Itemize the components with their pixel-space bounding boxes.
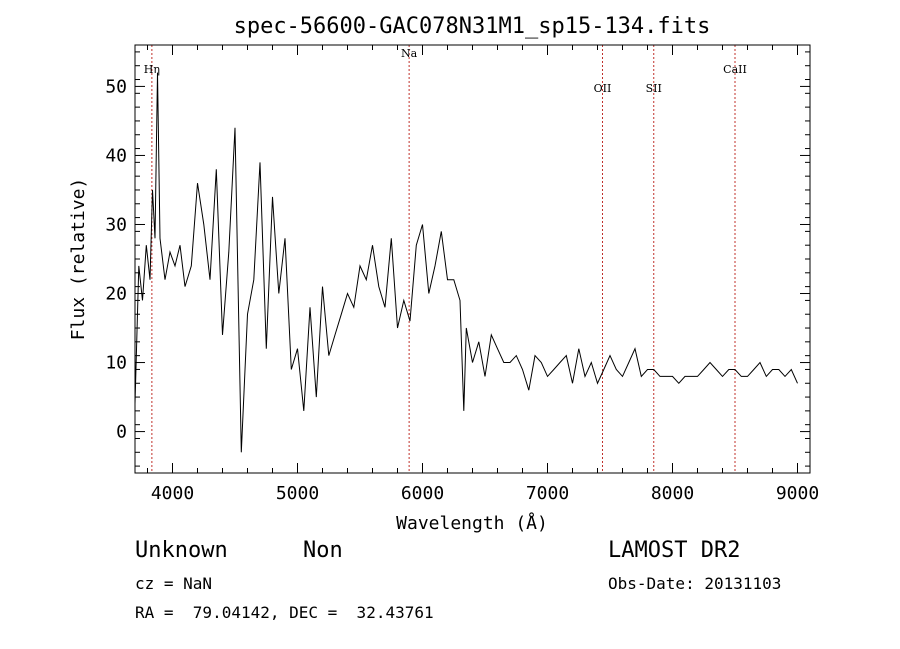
line-label-na: Na [401,47,418,60]
x-tick-label-5: 9000 [776,483,819,504]
spectral-line-markers: Hη Na OII SII CaII [144,45,747,473]
x-axis-label: Wavelength (Å) [396,512,548,534]
y-axis-label: Flux (relative) [68,178,89,341]
class-name: Unknown [135,538,228,563]
x-tick-label-0: 4000 [151,483,194,504]
subclass: Non [303,538,343,563]
y-tick-label-1: 10 [105,353,127,374]
x-tick-label-3: 7000 [526,483,569,504]
redshift-cz: cz = NaN [135,574,213,593]
spectrum-series [134,72,798,453]
y-tick-label-3: 30 [105,214,127,235]
obs-date: Obs-Date: 20131103 [608,574,782,593]
survey-label: LAMOST DR2 [608,538,741,563]
x-tick-label-2: 6000 [401,483,444,504]
x-tick-label-1: 5000 [276,483,319,504]
y-tick-label-0: 0 [116,422,127,443]
y-tick-label-5: 50 [105,76,127,97]
line-label-sii: SII [646,82,662,95]
coordinates: RA = 79.04142, DEC = 32.43761 [135,603,434,622]
line-label-h: Hη [144,63,160,76]
line-label-oii: OII [594,82,612,95]
chart-title: spec-56600-GAC078N31M1_sp15-134.fits [234,14,711,39]
y-tick-label-4: 40 [105,145,127,166]
axis-ticks: 4000 5000 6000 7000 8000 9000 0 10 20 30 40 50 [105,45,819,504]
y-tick-label-2: 20 [105,284,127,305]
series-line-0 [134,72,798,453]
x-tick-label-4: 8000 [651,483,694,504]
line-label-caii: CaII [723,63,747,76]
plot-frame [134,44,811,474]
